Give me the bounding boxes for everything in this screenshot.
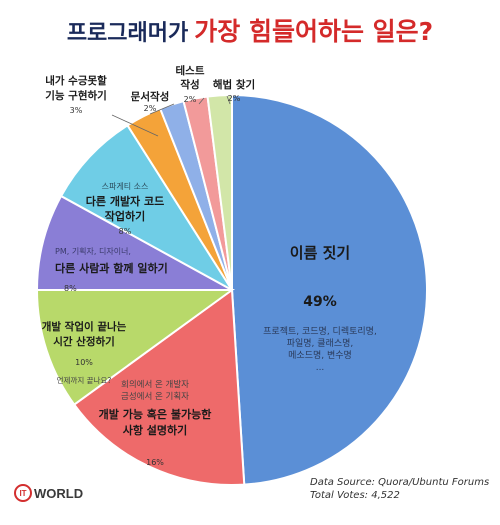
pie-slice-3 — [35, 289, 236, 407]
leader-line-9 — [226, 95, 231, 105]
logo-mark: IT — [14, 484, 32, 502]
slice-label-3: 개발 작업이 끝나는 시간 산정하기 — [42, 320, 127, 348]
slice-value-5: 8% — [119, 227, 132, 236]
slice-sub-1-3: 메소드명, 변수명 — [288, 350, 352, 361]
slice-label-2: 개발 가능 혹은 불가능한 사항 설명하기 — [99, 407, 212, 437]
leader-line-7 — [149, 103, 175, 115]
slice-label-7: 문서작성 — [131, 90, 170, 103]
slice-value-1: 49% — [303, 294, 337, 310]
slice-sub-4-1: PM, 기획자, 디자이너, — [55, 246, 131, 256]
slice-value-6: 3% — [70, 106, 83, 115]
slice-value-4: 8% — [64, 284, 77, 293]
data-source: Data Source: Quora/Ubuntu Forums — [310, 477, 490, 488]
logo-text: WORLD — [34, 485, 84, 501]
slice-sub-3-1: 언제까지 끝나요? — [57, 375, 112, 385]
chart-footer: Data Source: Quora/Ubuntu Forums Total V… — [310, 476, 489, 502]
slice-sub-2-1: 회의에서 온 개발자 — [121, 379, 189, 390]
pie-slice-9 — [206, 93, 233, 291]
slice-label-6: 내가 수긍못할 기능 구현하기 — [45, 74, 107, 102]
slice-value-3: 10% — [75, 358, 93, 367]
pie-slice-5 — [59, 123, 233, 291]
total-votes: Total Votes: 4,522 — [310, 490, 400, 501]
itworld-logo: IT WORLD — [14, 484, 83, 502]
leader-line-8 — [198, 97, 205, 105]
slice-label-8: 테스트 작성 — [176, 64, 205, 91]
slice-label-1: 이름 짓기 — [290, 244, 350, 262]
slice-label-5: 다른 개발자 코드 작업하기 — [86, 194, 165, 223]
slice-label-9: 해법 찾기 — [213, 78, 255, 91]
title-part-1: 프로그래머가 — [66, 21, 189, 46]
pie-slice-2 — [72, 288, 246, 486]
slice-sub-2-2: 금성에서 온 기획자 — [121, 391, 189, 402]
slice-sub-1-1: 프로젝트, 코드명, 디렉토리명, — [263, 326, 377, 337]
pie-slice-4 — [35, 194, 233, 291]
leader-line-6 — [111, 114, 159, 137]
chart-title: 프로그래머가 가장 힘들어하는 일은? — [0, 12, 500, 48]
slice-sub-1-2: 파일명, 클래스명, — [287, 338, 354, 349]
slice-value-2: 16% — [146, 458, 164, 467]
slice-value-9: 2% — [228, 94, 241, 103]
slice-value-8: 2% — [184, 95, 197, 104]
slice-label-4: 다른 사람과 함께 일하기 — [55, 261, 168, 275]
slice-sub-5-1: 스파게티 소스 — [102, 181, 149, 191]
slice-value-7: 2% — [144, 104, 157, 113]
pie-slice-1 — [231, 93, 428, 486]
title-part-2: 가장 힘들어하는 일은? — [194, 17, 434, 46]
slice-sub-1-4: ... — [316, 363, 325, 373]
